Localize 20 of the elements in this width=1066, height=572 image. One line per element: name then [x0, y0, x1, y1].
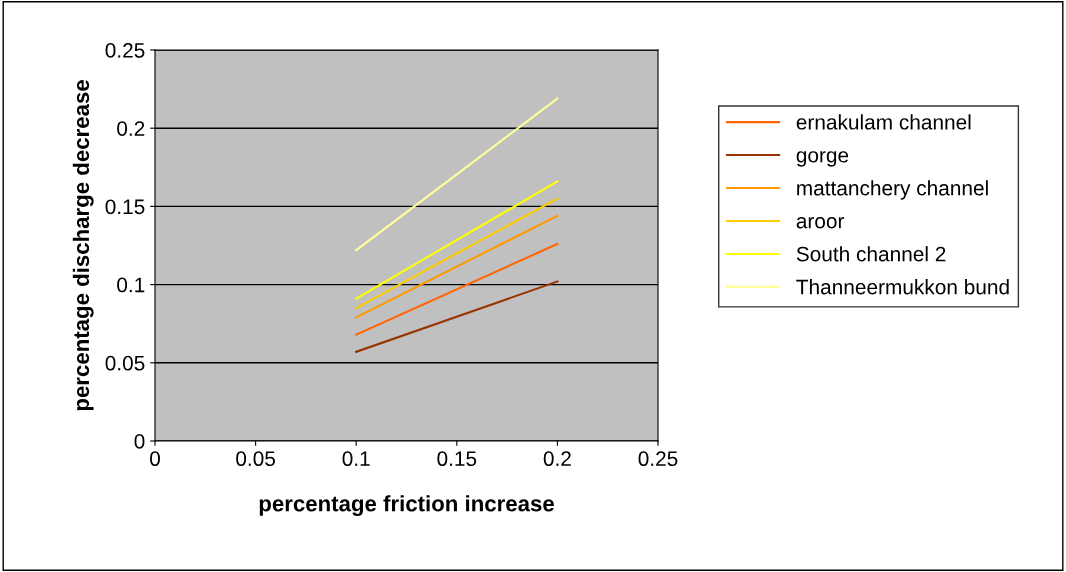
legend-label: mattanchery channel: [797, 180, 988, 200]
legend-label: Thanneermukkon bund: [796, 279, 1009, 295]
y-axis-title: percentage discharge decrease: [72, 80, 94, 411]
legend-label: ernakulam channel: [796, 114, 971, 130]
x-tick-label: 0.25: [638, 451, 678, 467]
y-tick-label: 0.2: [117, 121, 145, 136]
legend-label: aroor: [796, 217, 845, 229]
x-tick-label: 0.2: [543, 451, 571, 467]
y-tick-label: 0.05: [105, 355, 145, 371]
legend-label: gorge: [796, 151, 849, 167]
y-tick-label: 0.25: [105, 43, 145, 58]
y-tick-label: 0.15: [105, 199, 145, 215]
x-tick-label: 0.05: [236, 451, 275, 467]
legend-label: South channel 2: [796, 246, 946, 262]
x-tick-label: 0.15: [437, 451, 477, 467]
x-axis-title: percentage friction increase: [259, 495, 554, 516]
x-tick-label: 0: [150, 451, 160, 467]
x-tick-label: 0.1: [342, 451, 370, 467]
y-tick-label: 0.1: [117, 277, 145, 293]
y-tick-label: 0: [134, 434, 145, 449]
